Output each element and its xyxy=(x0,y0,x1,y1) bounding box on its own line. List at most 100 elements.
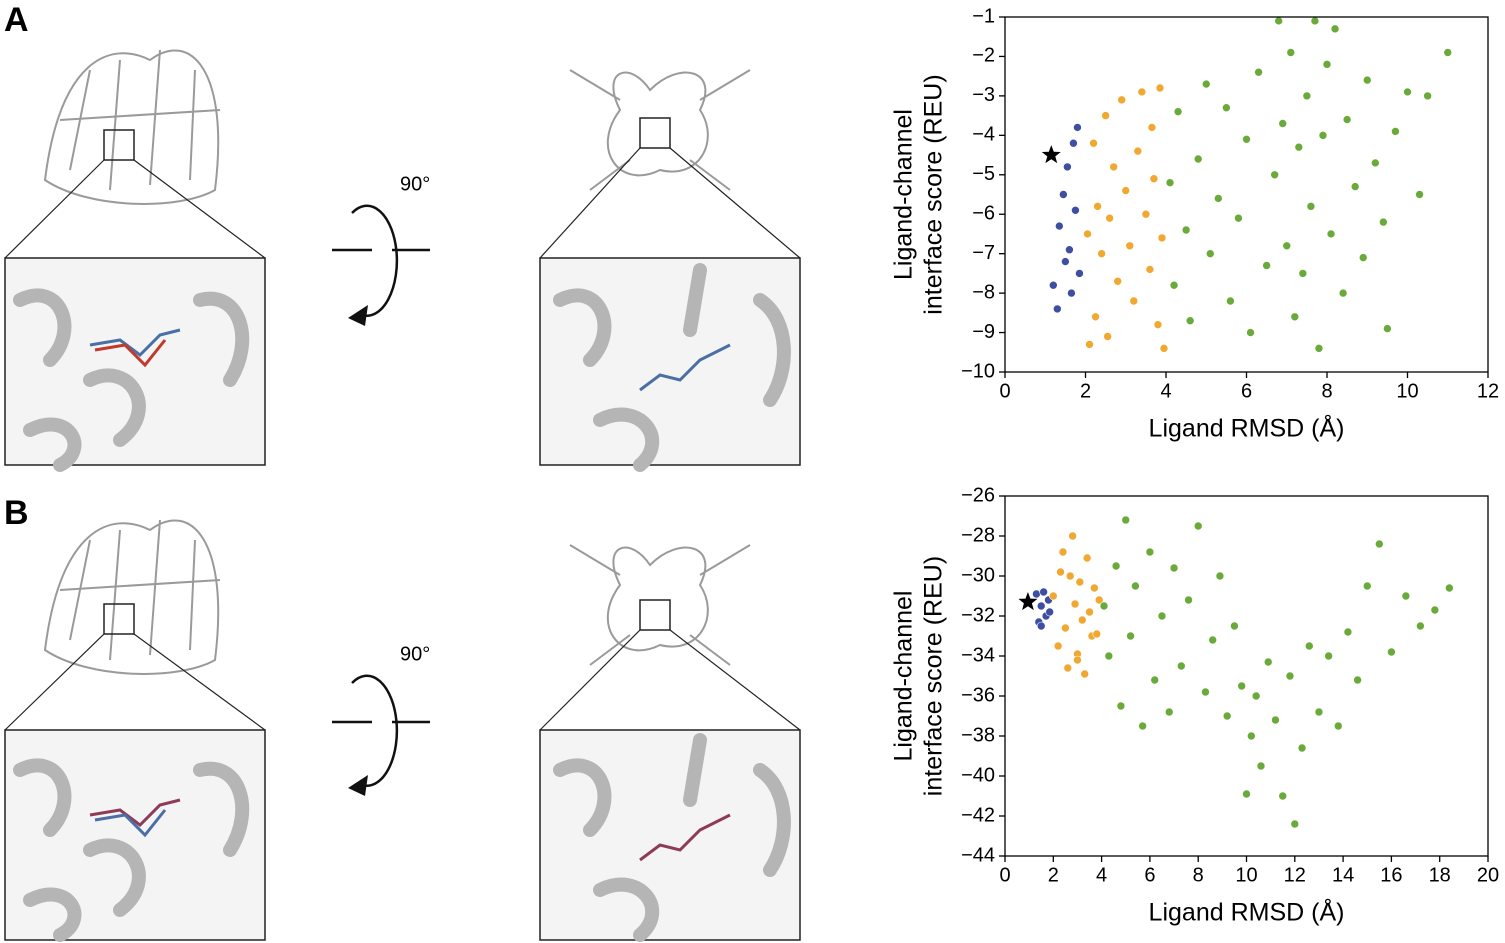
point xyxy=(1157,611,1167,621)
point xyxy=(1322,60,1332,69)
point xyxy=(1326,229,1336,239)
point xyxy=(1173,107,1183,116)
point xyxy=(1391,127,1400,136)
point xyxy=(1310,16,1320,26)
y-tick-label: −7 xyxy=(972,242,995,264)
point xyxy=(1324,651,1333,661)
point xyxy=(1073,655,1082,665)
y-tick-label: −6 xyxy=(972,203,995,225)
x-tick-label: 0 xyxy=(999,864,1010,886)
point xyxy=(1069,138,1078,148)
x-tick-label: 0 xyxy=(999,380,1010,402)
point xyxy=(1362,581,1372,591)
y-axis-label: Ligand-channel xyxy=(890,109,918,280)
point xyxy=(1371,158,1380,168)
point xyxy=(1226,296,1235,306)
point xyxy=(1133,146,1143,156)
point xyxy=(1304,641,1314,651)
y-tick-label: −30 xyxy=(961,564,995,586)
point xyxy=(1104,651,1114,661)
point xyxy=(1383,324,1392,333)
point xyxy=(1083,229,1092,239)
point xyxy=(1155,83,1165,93)
zoom-box xyxy=(103,129,135,161)
point xyxy=(1271,715,1280,725)
point xyxy=(1065,571,1075,581)
point xyxy=(1070,599,1080,609)
ligand-pose xyxy=(94,339,167,368)
star-marker xyxy=(1018,592,1038,611)
point xyxy=(1201,79,1211,89)
point xyxy=(1234,213,1243,223)
zoom-lines xyxy=(4,159,266,259)
arrow-head xyxy=(348,305,368,326)
y-tick-label: −4 xyxy=(972,124,995,146)
point xyxy=(1358,253,1368,262)
point xyxy=(1147,123,1157,132)
point xyxy=(1278,791,1288,801)
panel-label: B xyxy=(4,494,29,532)
point xyxy=(1101,111,1110,120)
channel-arms xyxy=(569,544,751,666)
ligand-pose xyxy=(639,343,731,392)
ligand-pose xyxy=(89,328,181,357)
point xyxy=(1242,134,1251,144)
axes-frame xyxy=(1004,495,1489,857)
point xyxy=(1362,75,1372,85)
y-tick-label: −32 xyxy=(961,604,995,626)
point xyxy=(1092,629,1102,639)
zoom-box xyxy=(639,599,671,631)
point xyxy=(1075,577,1085,587)
point xyxy=(1403,87,1412,97)
point xyxy=(1169,563,1179,573)
point xyxy=(1056,567,1065,577)
y-tick-label: −1 xyxy=(972,5,995,27)
point xyxy=(1302,91,1312,101)
point xyxy=(1184,595,1193,605)
point xyxy=(1126,631,1135,641)
panel-b-images xyxy=(4,519,801,942)
point xyxy=(1053,304,1062,314)
zoom-lines xyxy=(539,629,801,731)
point xyxy=(1214,194,1223,203)
y-tick-label: −42 xyxy=(961,804,995,826)
point xyxy=(1290,312,1300,322)
zoom-lines xyxy=(539,147,801,259)
y-tick-label: −44 xyxy=(961,844,995,866)
y-axis-label: interface score (REU) xyxy=(920,556,948,796)
x-tick-label: 6 xyxy=(1144,864,1155,886)
point xyxy=(1036,601,1046,611)
y-tick-label: −36 xyxy=(961,684,995,706)
point xyxy=(1068,531,1077,541)
channel-side-view xyxy=(43,519,220,675)
point xyxy=(1342,115,1352,124)
point xyxy=(1145,265,1155,274)
point xyxy=(1121,186,1131,195)
point xyxy=(1251,691,1261,701)
point xyxy=(1125,241,1135,251)
point xyxy=(1254,67,1263,77)
x-tick-label: 16 xyxy=(1380,864,1402,886)
point xyxy=(1165,178,1175,187)
point xyxy=(1423,91,1432,101)
point xyxy=(1089,138,1098,148)
point xyxy=(1430,605,1440,615)
point xyxy=(1138,721,1147,731)
panel-a-images xyxy=(4,49,801,472)
point xyxy=(1049,591,1058,601)
point xyxy=(1099,601,1109,611)
channel-helices xyxy=(59,49,221,191)
x-tick-label: 4 xyxy=(1096,864,1107,886)
point xyxy=(1387,647,1396,657)
point xyxy=(1150,675,1160,685)
y-tick-label: −5 xyxy=(972,163,995,185)
y-tick-label: −34 xyxy=(961,644,995,666)
ligand-pose xyxy=(639,813,731,862)
point xyxy=(1149,174,1159,184)
point xyxy=(1153,320,1163,329)
x-tick-label: 4 xyxy=(1160,380,1171,402)
point xyxy=(1117,95,1127,105)
point xyxy=(1318,131,1328,140)
x-tick-label: 18 xyxy=(1429,864,1451,886)
